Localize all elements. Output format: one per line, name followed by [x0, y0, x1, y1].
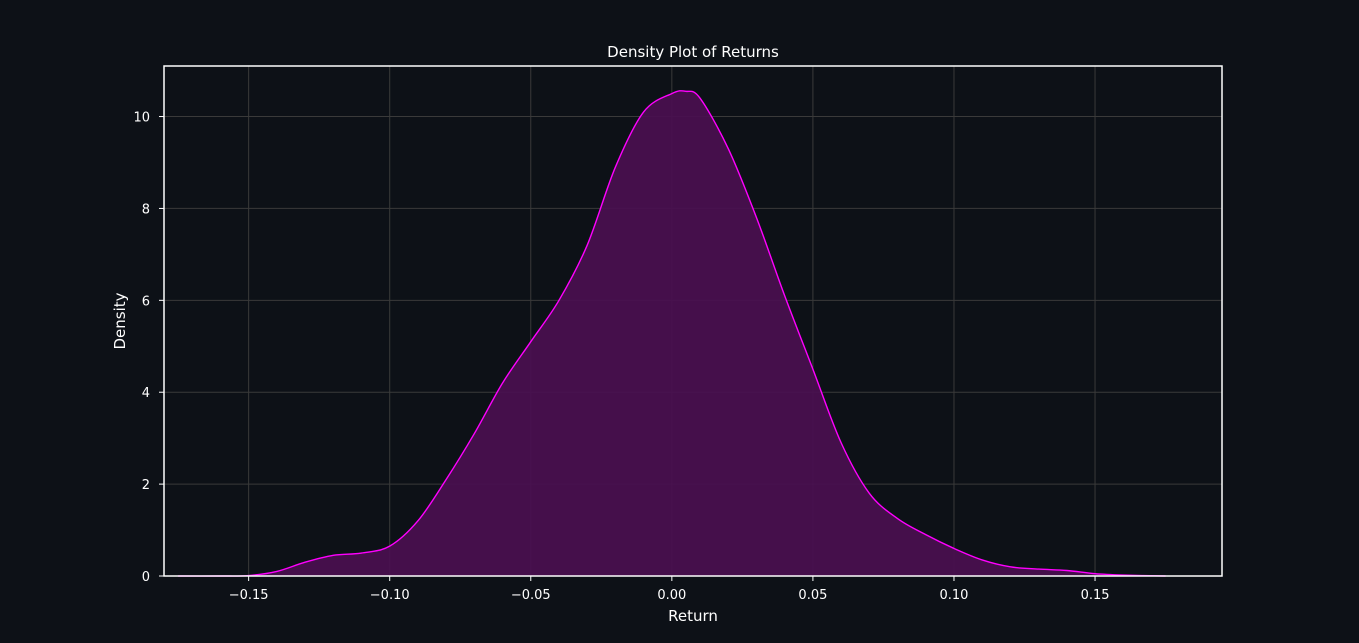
x-tick-label: −0.05 — [511, 588, 551, 603]
x-tick-label: −0.15 — [229, 588, 269, 603]
x-tick-label: 0.05 — [798, 588, 827, 603]
x-tick-label: 0.15 — [1081, 588, 1110, 603]
x-axis-label: Return — [668, 607, 718, 625]
chart-title: Density Plot of Returns — [607, 43, 779, 61]
ticks-layer: −0.15 −0.10 −0.05 0.00 0.05 0.10 0.15 0 2 4 6 8 10 — [133, 111, 1109, 603]
x-tick-label: 0.00 — [657, 588, 686, 603]
y-tick-label: 8 — [142, 202, 150, 217]
plot-frame — [163, 65, 1223, 577]
data-layer — [178, 90, 1166, 577]
x-tick-label: 0.10 — [939, 588, 968, 603]
density-area — [178, 90, 1166, 577]
y-tick-label: 10 — [133, 111, 150, 126]
x-tick-label: −0.10 — [370, 588, 410, 603]
y-tick-label: 6 — [142, 294, 150, 309]
y-tick-label: 2 — [142, 478, 150, 493]
y-axis-label: Density — [111, 292, 129, 349]
y-tick-label: 0 — [142, 570, 150, 585]
y-tick-label: 4 — [142, 386, 150, 401]
density-line — [178, 90, 1166, 577]
